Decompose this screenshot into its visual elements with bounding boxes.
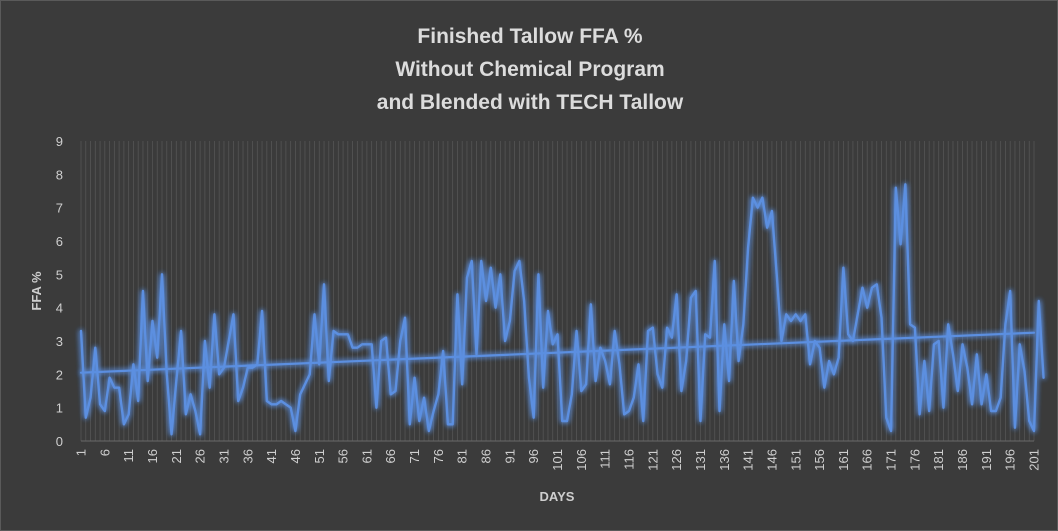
y-axis-label: FFA %: [29, 271, 44, 311]
x-tick-label: 176: [907, 449, 922, 471]
x-tick-label: 16: [145, 449, 160, 463]
x-tick-label: 36: [240, 449, 255, 463]
y-tick-label: 8: [56, 167, 63, 182]
x-tick-label: 26: [193, 449, 208, 463]
x-tick-label: 31: [216, 449, 231, 463]
y-tick-label: 4: [56, 301, 63, 316]
x-tick-label: 181: [931, 449, 946, 471]
chart-title: Finished Tallow FFA % Without Chemical P…: [377, 25, 684, 114]
x-tick-label: 1: [74, 449, 89, 456]
y-tick-label: 1: [56, 401, 63, 416]
x-tick-label: 151: [788, 449, 803, 471]
x-tick-label: 166: [860, 449, 875, 471]
x-tick-label: 66: [383, 449, 398, 463]
x-tick-label: 96: [526, 449, 541, 463]
x-tick-label: 161: [836, 449, 851, 471]
y-axis-ticks: 0 1 2 3 4 5 6 7 8 9: [56, 134, 63, 449]
x-tick-label: 171: [884, 449, 899, 471]
x-tick-label: 121: [645, 449, 660, 471]
x-tick-label: 56: [336, 449, 351, 463]
x-tick-label: 81: [455, 449, 470, 463]
x-tick-label: 136: [717, 449, 732, 471]
series-layer: [79, 183, 1045, 436]
grid: [80, 141, 1035, 442]
x-tick-label: 51: [312, 449, 327, 463]
x-tick-label: 46: [288, 449, 303, 463]
x-tick-label: 41: [264, 449, 279, 463]
x-tick-label: 126: [669, 449, 684, 471]
x-tick-label: 116: [621, 449, 636, 470]
x-tick-label: 186: [955, 449, 970, 471]
chart-title-line-2: Without Chemical Program: [395, 58, 664, 81]
y-tick-label: 3: [56, 334, 63, 349]
x-tick-label: 156: [812, 449, 827, 471]
chart-title-line-1: Finished Tallow FFA %: [417, 25, 643, 48]
x-tick-label: 76: [431, 449, 446, 463]
x-tick-label: 141: [741, 449, 756, 471]
x-axis-label: DAYS: [540, 489, 575, 504]
x-tick-label: 6: [97, 449, 112, 456]
x-tick-label: 91: [502, 449, 517, 463]
series-line: [79, 183, 1045, 436]
x-tick-label: 86: [479, 449, 494, 463]
x-tick-label: 61: [359, 449, 374, 463]
x-axis-ticks: 1 6 11 16 21 26 31 36 41 46 51 56 61 66 71 76 81 86 91 96 10…: [74, 449, 1042, 471]
y-tick-label: 5: [56, 267, 63, 282]
y-tick-label: 7: [56, 201, 63, 216]
x-tick-label: 201: [1027, 449, 1042, 471]
y-tick-label: 0: [56, 434, 63, 449]
x-tick-label: 11: [121, 449, 136, 463]
x-tick-label: 191: [979, 449, 994, 471]
x-tick-label: 131: [693, 449, 708, 471]
x-tick-label: 146: [764, 449, 779, 471]
chart-title-line-3: and Blended with TECH Tallow: [377, 91, 684, 114]
y-tick-label: 9: [56, 134, 63, 149]
y-tick-label: 6: [56, 234, 63, 249]
x-tick-label: 196: [1003, 449, 1018, 471]
x-tick-label: 111: [598, 449, 613, 469]
x-tick-label: 106: [574, 449, 589, 471]
y-tick-label: 2: [56, 367, 63, 382]
x-tick-label: 21: [169, 449, 184, 463]
x-tick-label: 101: [550, 449, 565, 471]
x-tick-label: 71: [407, 449, 422, 463]
